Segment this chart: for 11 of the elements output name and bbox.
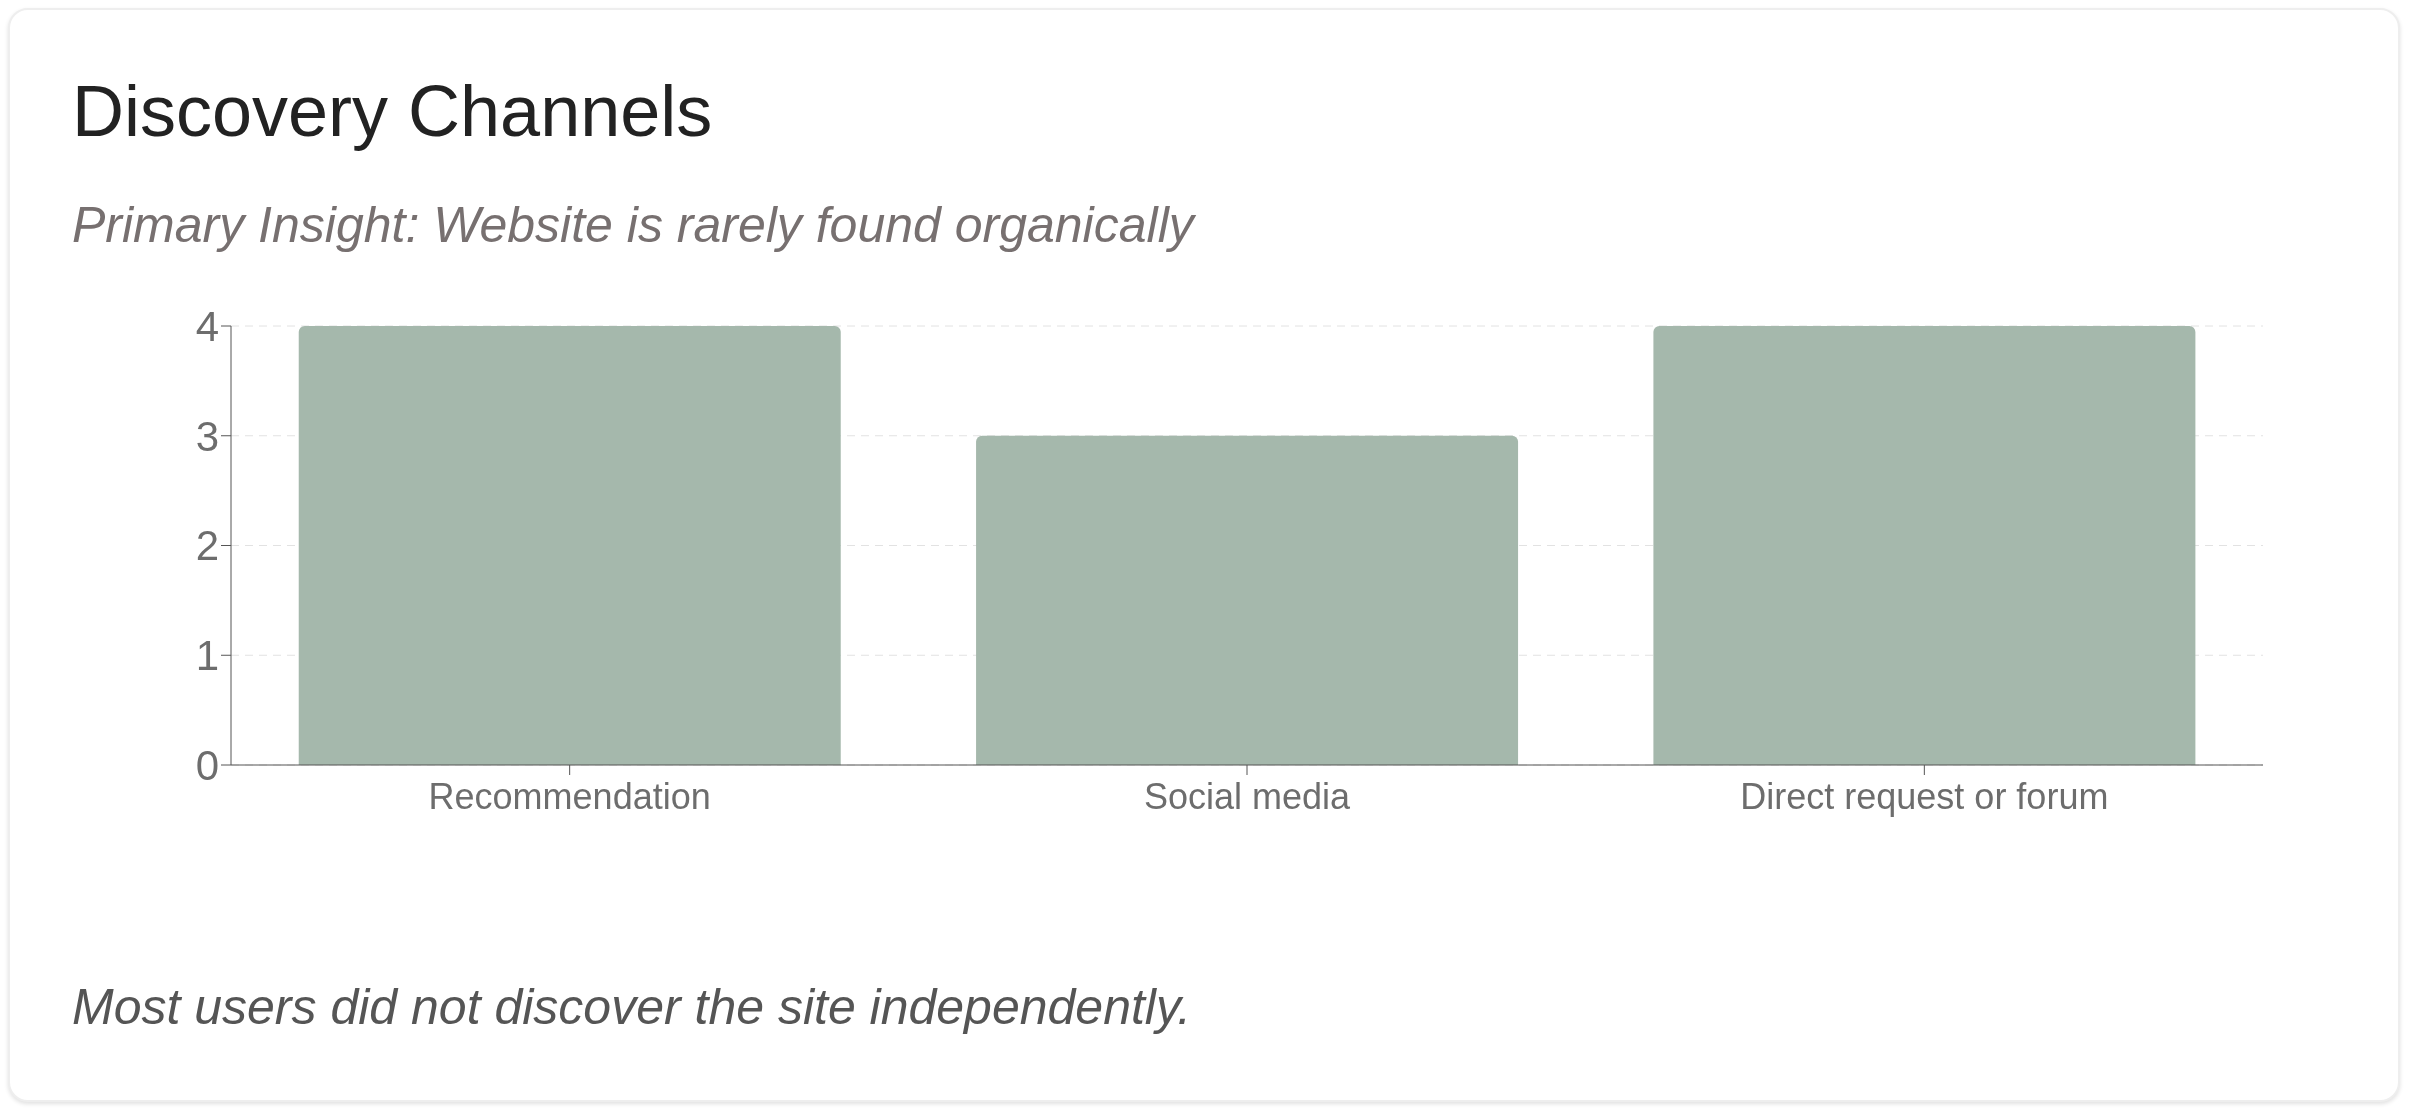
y-tick-label: 3 (195, 412, 219, 460)
x-tick-label: Direct request or forum (1740, 775, 2109, 817)
x-tick-label: Recommendation (428, 775, 711, 817)
y-tick-label: 2 (195, 522, 219, 570)
text: Most users did not discover the site independently. (72, 979, 1192, 1035)
y-tick-label: 0 (195, 741, 219, 789)
x-tick-label: Social media (1143, 775, 1352, 817)
y-tick-label: 4 (195, 302, 219, 350)
chart-subtitle: Primary Insight: Website is rarely found organically (72, 197, 1194, 253)
y-tick-label: 1 (195, 632, 219, 680)
chart-title: Discovery Channels (72, 71, 713, 152)
